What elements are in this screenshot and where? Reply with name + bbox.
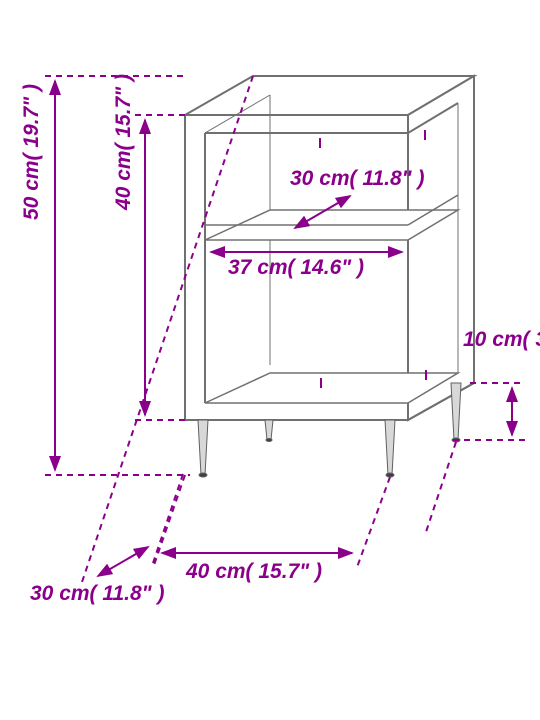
label-shelf-depth: 30 cm( 11.8" ) xyxy=(290,167,424,191)
dimension-diagram: 50 cm( 19.7" ) 40 cm( 15.7" ) 30 cm( 11.… xyxy=(0,0,540,720)
cabinet-drawing xyxy=(185,76,474,420)
label-inner-height: 40 cm( 15.7" ) xyxy=(112,74,136,210)
diagram-svg xyxy=(0,0,540,720)
label-width: 40 cm( 15.7" ) xyxy=(186,560,322,584)
label-total-height: 50 cm( 19.7" ) xyxy=(20,84,44,220)
label-shelf-width: 37 cm( 14.6" ) xyxy=(228,256,364,280)
label-depth: 30 cm( 11.8" ) xyxy=(30,582,140,606)
label-leg-height: 10 cm( 3.9" ) xyxy=(463,328,533,352)
